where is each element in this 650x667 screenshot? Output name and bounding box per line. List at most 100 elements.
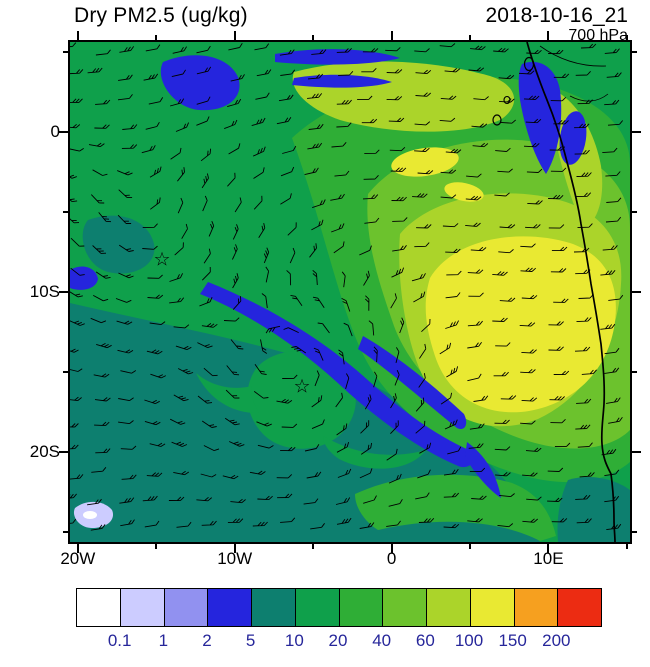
wind-barb (224, 417, 240, 426)
wind-barb (492, 317, 508, 322)
wind-barb (389, 146, 406, 152)
wind-barb (147, 294, 164, 299)
wind-barb (471, 123, 488, 128)
wind-barb (521, 349, 537, 354)
land-border-line-1 (539, 45, 607, 67)
wind-barb (606, 72, 622, 78)
pm25-region-blue-leftedge (70, 266, 98, 290)
wind-barb (92, 169, 108, 176)
wind-barb (604, 347, 620, 355)
wind-barb (465, 195, 482, 201)
wind-barb (224, 119, 238, 130)
colorbar-label: 200 (542, 631, 571, 650)
wind-barb (418, 517, 435, 523)
wind-barb (341, 297, 351, 312)
wind-barb (230, 339, 244, 350)
wind-barb (395, 347, 400, 364)
wind-barb (312, 199, 326, 209)
wind-barb (70, 368, 83, 372)
wind-barb (230, 498, 246, 504)
wind-barb (303, 498, 319, 505)
x-minor-tick (155, 35, 158, 40)
wind-barb (70, 320, 85, 326)
wind-barb (415, 69, 432, 75)
wind-barb (445, 292, 461, 299)
y-major-tick (632, 290, 641, 293)
wind-barb (70, 348, 79, 353)
wind-barb (363, 270, 370, 286)
wind-barb (276, 474, 293, 479)
wind-barb (525, 118, 542, 124)
wind-barb (414, 121, 431, 126)
wind-barb (574, 123, 590, 129)
wind-barb (467, 320, 483, 327)
wind-barb (604, 495, 620, 503)
wind-barb (142, 223, 158, 229)
wind-barb (440, 169, 457, 174)
wind-barb (606, 397, 621, 404)
wind-barb (360, 442, 373, 455)
wind-barb (208, 221, 215, 237)
wind-barb (118, 244, 134, 252)
wind-barb (169, 418, 186, 425)
wind-barb (386, 520, 401, 527)
map-plot: ☆ ☆ (59, 31, 641, 553)
wind-barb (196, 116, 210, 126)
wind-barb (521, 294, 538, 300)
wind-barb (386, 69, 403, 74)
wind-barb (443, 492, 460, 498)
wind-barb (70, 98, 83, 103)
wind-barb (500, 119, 516, 124)
wind-barb (499, 493, 515, 498)
wind-barb (317, 322, 330, 334)
wind-barb (304, 444, 320, 452)
wind-barb (607, 120, 624, 126)
wind-barb (577, 99, 593, 105)
colorbar-label: 60 (415, 631, 435, 650)
wind-barb (91, 467, 107, 473)
wind-barb (363, 495, 377, 504)
wind-barb (119, 497, 135, 504)
colorbar-label: 5 (245, 631, 256, 650)
wind-barb (520, 420, 536, 425)
wind-barb (142, 495, 158, 502)
wind-barb (201, 266, 211, 281)
wind-barb (447, 446, 462, 455)
wind-barb (574, 346, 591, 352)
wind-barb (473, 395, 489, 402)
wind-barb (280, 517, 296, 523)
x-minor-tick (625, 35, 628, 40)
wind-barb (304, 167, 319, 176)
wind-barb (360, 420, 370, 434)
wind-barb (576, 172, 592, 177)
pm25-region-teal-bottomright (557, 476, 630, 542)
wind-barb (278, 94, 294, 102)
wind-barb (364, 217, 380, 224)
wind-barb (94, 421, 110, 427)
wind-barb (419, 343, 427, 359)
x-minor-tick (155, 544, 158, 549)
plot-title: Dry PM2.5 (ug/kg) (74, 4, 248, 27)
colorbar-cell (383, 589, 427, 626)
vortex-marker-1: ☆ (153, 250, 170, 271)
pm25-region-white-bottomleft (83, 511, 97, 519)
wind-barb (202, 195, 208, 212)
wind-barb (336, 99, 352, 105)
wind-barb (175, 122, 190, 132)
wind-barb (415, 92, 431, 97)
wind-barb (493, 47, 509, 53)
wind-barb (282, 145, 297, 154)
wind-barb (361, 67, 377, 73)
wind-barb (364, 149, 380, 154)
wind-barb (495, 342, 511, 347)
x-minor-tick (312, 35, 315, 40)
wind-barb (90, 194, 105, 204)
wind-barb (115, 298, 132, 303)
wind-barb (265, 266, 270, 283)
colorbar-cell (339, 589, 384, 626)
wind-barb (255, 92, 270, 100)
wind-barb (330, 193, 345, 201)
wind-barb (416, 224, 432, 229)
wind-barb (520, 267, 536, 272)
wind-barb (309, 243, 317, 258)
